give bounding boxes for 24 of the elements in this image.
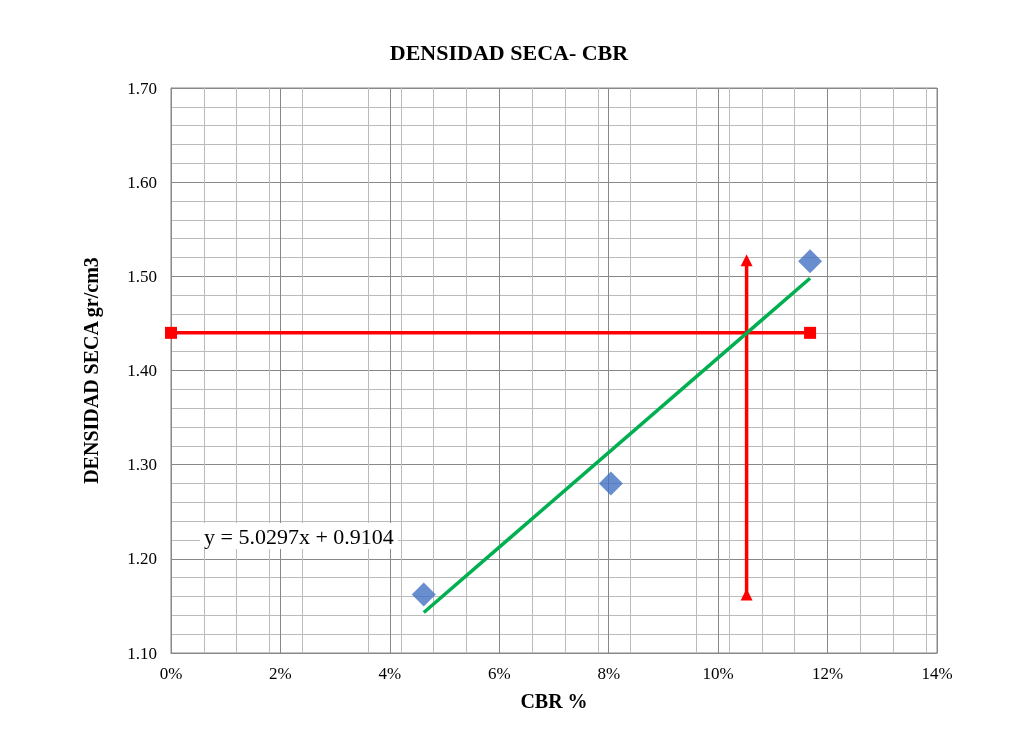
y-tick-label: 1.50 [127,266,157,286]
point [165,326,177,339]
x-tick-label: 2% [269,664,292,683]
x-tick-label: 0% [159,664,183,683]
y-tick-label: 1.70 [127,78,157,98]
y-tick-label: 1.10 [127,643,157,663]
point [804,326,817,339]
y-tick-label: 1.20 [127,549,157,569]
x-axis-title: CBR % [520,690,588,712]
annotation: y = 5.0297x + 0.9104 [204,523,394,549]
x-tick-label: 6% [487,664,511,683]
y-tick-label: 1.30 [127,455,157,475]
y-axis-title: DENSIDAD SECA gr/cm3 [80,257,103,484]
chart-title: DENSIDAD SECA- CBR [389,39,630,65]
x-tick-label: 10% [702,664,734,683]
point [411,582,436,607]
x-tick-label: 12% [811,664,844,683]
x-tick-label: 14% [921,664,953,683]
y-tick-label: 1.40 [127,361,157,380]
point [798,249,823,274]
y-tick-label: 1.60 [127,172,157,192]
point [598,471,623,496]
x-tick-label: 8% [597,664,621,683]
x-tick-label: 4% [378,664,402,683]
